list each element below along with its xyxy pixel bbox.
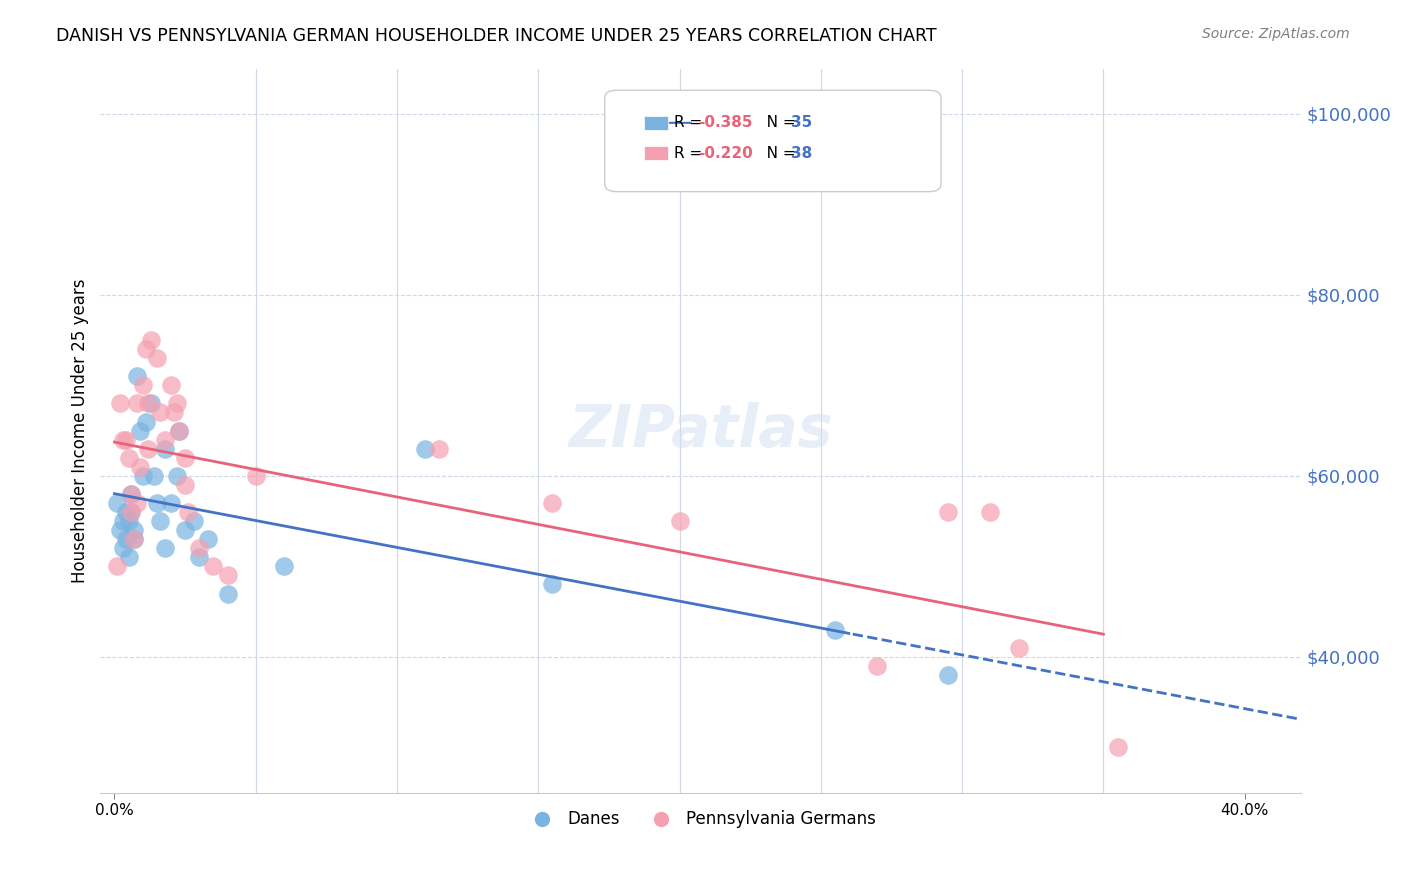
Point [174,478,197,492]
Point [541,577,564,591]
Text: -0.385: -0.385 [699,115,752,130]
Point [155,442,177,456]
Legend: Danes, Pennsylvania Germans: Danes, Pennsylvania Germans [519,804,883,835]
Point [122,532,145,546]
Bar [644,146,668,161]
Point [120,487,142,501]
Point [160,378,183,392]
Point [125,496,148,510]
Point [183,514,205,528]
Text: 38: 38 [792,145,813,161]
Point [125,396,148,410]
Point [149,514,172,528]
Point [146,496,169,510]
Point [541,496,564,510]
Point [169,424,191,438]
Point [108,396,131,410]
Text: R =: R = [675,115,707,130]
Point [166,468,188,483]
Point [117,514,139,528]
FancyBboxPatch shape [605,90,941,192]
Point [1008,640,1031,655]
Text: -0.220: -0.220 [699,145,754,161]
Point [129,424,152,438]
Point [141,333,163,347]
Point [155,433,177,447]
Point [217,586,239,600]
Text: N =: N = [752,115,801,130]
Point [132,468,155,483]
Point [114,433,136,447]
Point [117,450,139,465]
Point [135,415,157,429]
Point [197,532,219,546]
Point [188,541,211,556]
Text: ZIPatlas: ZIPatlas [568,402,834,459]
Point [125,369,148,384]
Point [111,433,134,447]
Point [245,468,267,483]
Point [149,405,172,419]
Point [146,351,169,366]
Point [936,505,959,519]
Point [105,559,128,574]
Point [132,378,155,392]
Point [122,523,145,537]
Point [166,396,188,410]
Point [174,523,197,537]
Point [111,514,134,528]
Point [668,514,690,528]
Text: N =: N = [752,145,801,161]
Point [413,442,436,456]
Point [129,459,152,474]
Point [979,505,1001,519]
Text: Source: ZipAtlas.com: Source: ZipAtlas.com [1202,27,1350,41]
Point [141,396,163,410]
Point [429,442,451,456]
Point [160,496,183,510]
Point [114,532,136,546]
Text: 35: 35 [792,115,813,130]
Point [1107,740,1129,755]
Point [273,559,295,574]
Point [120,487,142,501]
Point [169,424,191,438]
Point [202,559,225,574]
Text: DANISH VS PENNSYLVANIA GERMAN HOUSEHOLDER INCOME UNDER 25 YEARS CORRELATION CHAR: DANISH VS PENNSYLVANIA GERMAN HOUSEHOLDE… [56,27,936,45]
Point [824,623,846,637]
Point [866,659,889,673]
Point [177,505,200,519]
Y-axis label: Householder Income Under 25 years: Householder Income Under 25 years [72,278,89,582]
Point [155,541,177,556]
Text: R =: R = [675,145,707,161]
Point [108,523,131,537]
Point [122,532,145,546]
Point [188,550,211,565]
Point [138,442,160,456]
Point [105,496,128,510]
Bar [644,116,668,130]
Point [143,468,166,483]
Point [114,505,136,519]
Point [138,396,160,410]
Point [174,450,197,465]
Point [135,342,157,356]
Point [217,568,239,582]
Point [936,668,959,682]
Point [120,505,142,519]
Point [163,405,186,419]
Point [120,505,142,519]
Point [111,541,134,556]
Point [117,550,139,565]
